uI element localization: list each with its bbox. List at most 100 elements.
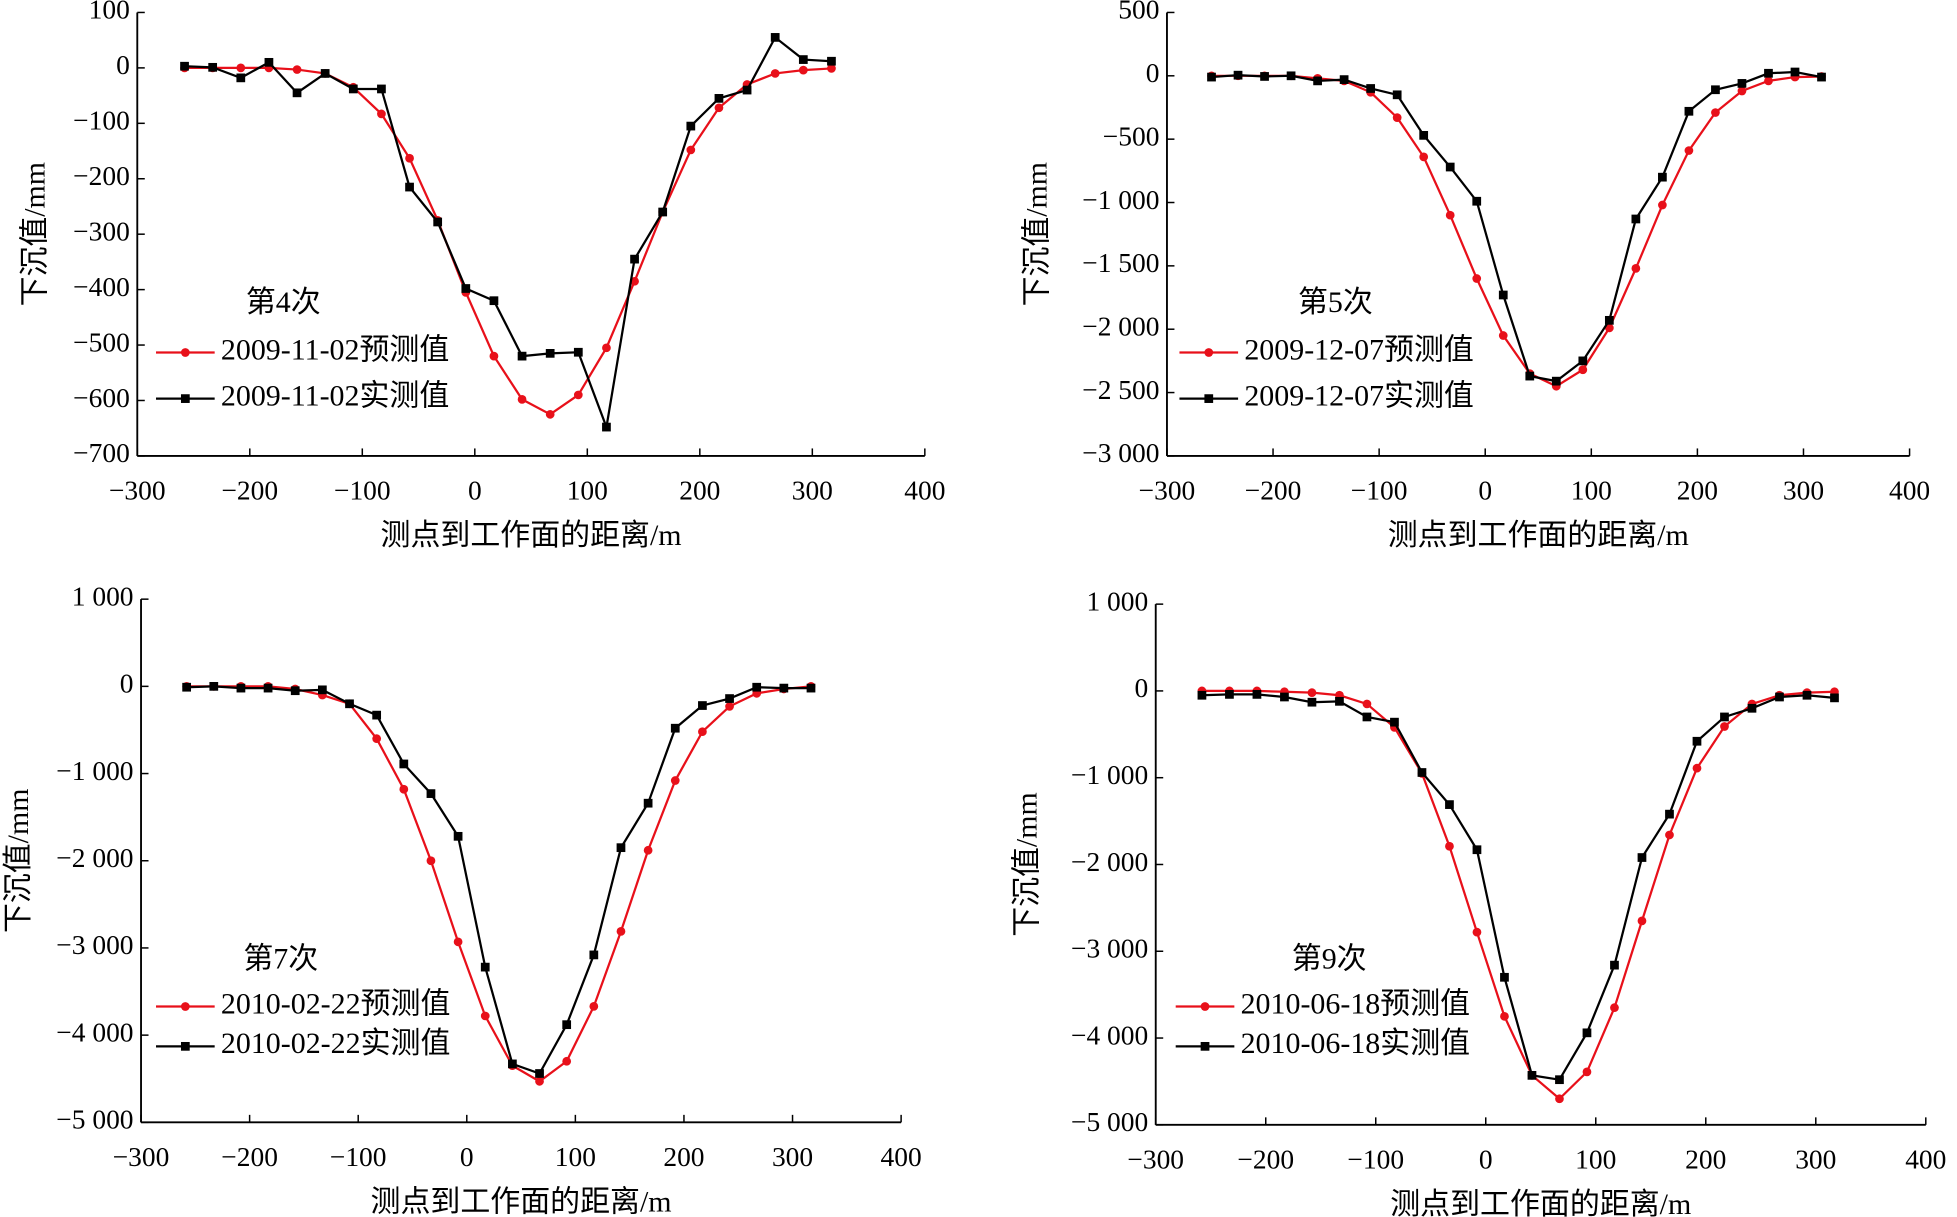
marker [725,702,734,711]
marker [686,145,696,155]
x-tick-label: 400 [904,476,945,506]
x-tick-label: −100 [334,476,391,506]
marker [742,85,752,95]
legend-label: 2009-11-02实测值 [221,379,449,412]
legend-label: 2010-06-18预测值 [1241,987,1470,1020]
y-axis-label: 下沉值/mm [1020,162,1053,306]
subplot: 1 000 0 −1 000 −2 000 −3 000 −4 000 −5 000 −300… [1011,586,1947,1217]
marker [1555,1075,1564,1085]
subplot: 1 000 0 −1 000 −2 000 −3 000 −4 000 −5 000 −300… [2,581,922,1217]
marker [1392,113,1402,122]
marker [545,409,555,419]
series-line [186,685,811,1075]
x-tick-label: −200 [1245,476,1302,506]
marker [1764,76,1773,86]
marker [1472,927,1482,937]
marker [1775,692,1784,702]
marker [1207,72,1216,82]
marker [1392,90,1402,100]
legend-marker [180,1002,190,1011]
x-tick-label: −200 [1237,1145,1294,1175]
y-tick-label: −1 000 [56,756,133,786]
marker [725,694,734,703]
marker [405,182,414,192]
legend-marker [180,348,190,357]
marker [1747,703,1757,713]
marker [489,296,499,306]
marker [1830,693,1839,703]
marker [1582,1067,1592,1077]
y-tick-label: −700 [73,438,130,468]
series-line [184,66,832,416]
y-tick-label: −5 000 [56,1105,133,1135]
x-tick-label: 200 [1677,476,1718,506]
y-tick-label: −2 500 [1082,375,1159,405]
x-axis-label: 测点到工作面的距离/m [381,519,682,552]
x-tick-label: 0 [468,476,482,506]
marker [589,1002,599,1011]
marker [1500,1011,1509,1021]
marker [1658,172,1667,182]
marker [1307,697,1317,707]
marker [573,390,583,400]
marker [602,343,611,353]
marker [798,65,808,75]
y-tick-label: 100 [89,0,130,25]
series-line [1211,70,1822,383]
marker [1500,972,1509,982]
x-tick-label: −300 [1127,1145,1184,1175]
marker [1527,1070,1537,1080]
marker [779,683,789,693]
x-tick-label: −200 [221,1142,278,1172]
legend-marker [180,394,190,403]
marker [1631,264,1641,273]
marker [377,84,386,94]
marker [480,962,490,972]
marker [182,682,192,692]
marker [545,348,555,358]
y-tick-label: 1 000 [72,581,134,611]
marker [1637,916,1647,926]
marker [1665,830,1674,840]
marker [453,937,463,947]
marker [1684,106,1694,116]
y-tick-label: 0 [116,50,130,80]
marker [1445,210,1455,220]
marker [1737,86,1747,96]
marker [1665,809,1674,819]
marker [562,1020,572,1030]
marker [698,701,707,710]
x-tick-label: 300 [772,1142,813,1172]
marker [1252,690,1262,699]
marker [1604,323,1614,333]
marker [630,254,639,264]
marker [1472,845,1482,855]
marker [752,682,762,692]
marker [827,64,836,73]
x-tick-label: 0 [1478,476,1492,506]
marker [508,1059,517,1069]
marker [1720,722,1729,731]
marker [602,422,611,432]
marker [1307,688,1317,698]
marker [643,798,653,808]
marker [1498,290,1508,300]
x-tick-label: 300 [792,476,833,506]
series-line [186,685,812,1083]
legend-label: 2009-12-07实测值 [1244,379,1473,412]
x-tick-label: 400 [1889,476,1930,506]
series-line [1211,74,1822,388]
marker [1692,736,1702,746]
y-tick-label: −200 [73,161,130,191]
marker [208,62,218,72]
y-tick-label: −4 000 [1071,1020,1148,1050]
annotation: 第5次 [1298,286,1373,319]
marker [1197,690,1207,700]
marker [399,784,409,794]
marker [630,276,639,286]
marker [714,103,724,113]
y-tick-label: −500 [73,327,130,357]
marker [643,845,653,855]
annotation: 第7次 [243,943,318,976]
marker [1764,68,1773,78]
